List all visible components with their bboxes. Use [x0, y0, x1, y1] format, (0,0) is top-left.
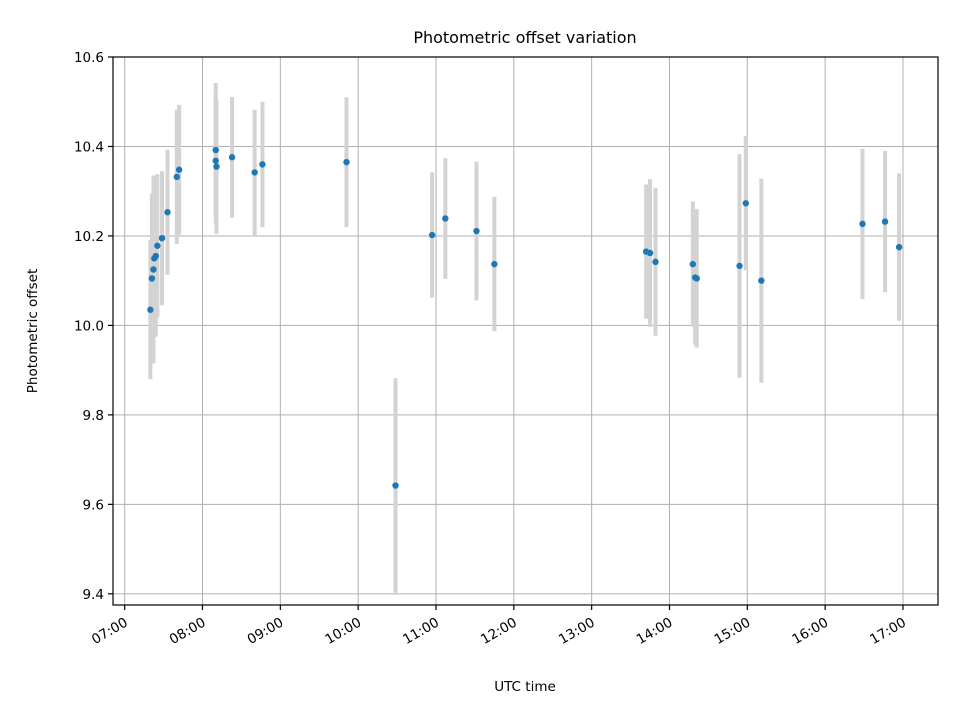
data-point [212, 146, 219, 154]
x-tick-label: 16:00 [789, 615, 831, 648]
x-tick-label: 07:00 [89, 615, 131, 648]
x-tick-label: 17:00 [867, 615, 909, 648]
axis-ticks: 07:00 08:00 09:00 10:00 11:00 12:00 13:00 14:00… [74, 50, 909, 648]
plot-frame [112, 56, 939, 606]
data-point [228, 154, 236, 161]
y-tick-label: 9.8 [83, 408, 104, 424]
data-point [213, 163, 220, 170]
data-point [392, 482, 399, 489]
y-tick-label: 10.2 [74, 229, 104, 245]
data-point [150, 266, 157, 273]
data-point [652, 258, 659, 266]
error-bars [148, 82, 902, 593]
chart-title: Photometric offset variation [413, 28, 636, 47]
x-tick-label: 09:00 [245, 615, 287, 648]
y-axis-label: Photometric offset [25, 269, 41, 393]
data-point [442, 215, 449, 222]
data-point [259, 161, 266, 168]
x-tick-label: 11:00 [400, 615, 442, 648]
data-point [689, 260, 697, 268]
data-point [343, 158, 350, 166]
data-point [881, 218, 889, 225]
x-tick-label: 08:00 [167, 615, 209, 648]
data-point [212, 157, 219, 164]
data-point [164, 209, 171, 216]
data-point [173, 173, 181, 181]
x-axis-label: UTC time [494, 679, 556, 695]
data-point [693, 275, 700, 282]
y-tick-label: 10.0 [74, 318, 104, 334]
y-tick-label: 10.4 [74, 139, 104, 155]
y-tick-label: 9.4 [83, 587, 104, 603]
data-point [736, 262, 743, 270]
data-point [646, 249, 654, 257]
x-tick-label: 12:00 [478, 615, 520, 648]
data-point [251, 169, 258, 176]
data-point [148, 275, 156, 282]
y-tick-label: 10.6 [74, 50, 104, 66]
data-point [147, 306, 154, 313]
data-point [758, 277, 765, 284]
grid-lines [113, 56, 938, 605]
x-tick-label: 14:00 [634, 615, 676, 648]
x-tick-label: 10:00 [322, 615, 364, 648]
data-point [859, 220, 866, 228]
x-tick-label: 13:00 [556, 615, 598, 648]
data-point [175, 166, 183, 173]
data-point [152, 252, 160, 260]
data-points [147, 146, 903, 489]
data-point [895, 243, 903, 251]
x-tick-label: 15:00 [712, 615, 754, 648]
data-point [154, 242, 161, 249]
data-point [742, 200, 749, 207]
data-point [428, 231, 436, 239]
data-point [158, 234, 166, 242]
data-point [491, 260, 498, 268]
y-tick-label: 9.6 [83, 497, 104, 513]
data-point [473, 227, 480, 235]
